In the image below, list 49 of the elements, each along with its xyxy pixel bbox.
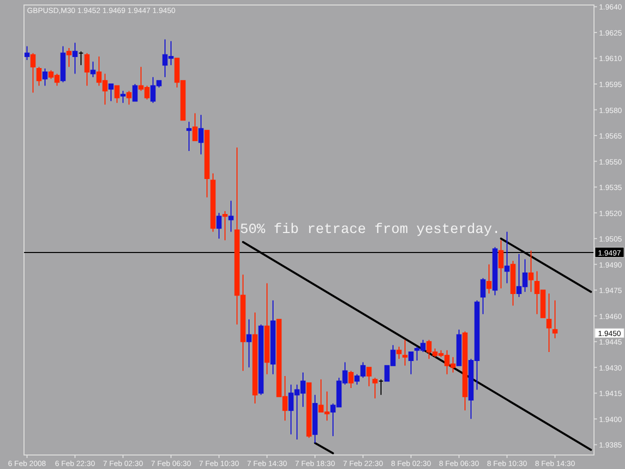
candlestick	[372, 377, 378, 399]
candlestick	[546, 293, 552, 352]
candlestick	[492, 246, 498, 296]
candlestick	[456, 329, 462, 366]
candlestick	[252, 312, 258, 404]
candlestick	[378, 378, 384, 396]
candlestick	[396, 346, 402, 360]
candlestick	[270, 300, 276, 375]
candlestick	[216, 212, 222, 240]
candlestick	[210, 172, 216, 232]
candlestick	[498, 240, 504, 289]
candlestick	[192, 112, 198, 142]
candlestick	[24, 46, 30, 60]
candlestick	[84, 52, 90, 86]
candlestick	[78, 50, 84, 66]
candlestick	[528, 250, 534, 292]
candlestick	[258, 324, 264, 396]
candlestick	[486, 264, 492, 294]
candlestick	[60, 46, 66, 83]
candlestick	[66, 47, 72, 68]
candlestick	[246, 318, 252, 368]
candlestick	[264, 282, 270, 375]
candlestick	[90, 61, 96, 78]
candlestick	[30, 52, 36, 94]
candlestick	[36, 66, 42, 86]
candlestick	[402, 339, 408, 366]
candlestick	[132, 84, 138, 102]
candlestick	[408, 351, 414, 375]
candlestick	[312, 394, 318, 444]
candlestick	[366, 366, 372, 387]
annotation: 50% fib retrace from yesterday.	[240, 222, 500, 238]
candlestick	[480, 278, 486, 315]
candlestick	[126, 90, 132, 106]
candlestick	[108, 84, 114, 102]
candlestick	[306, 382, 312, 438]
candlestick	[198, 114, 204, 155]
candlestick	[348, 370, 354, 389]
candlestick	[42, 68, 48, 86]
candlestick	[222, 210, 228, 241]
candlestick	[462, 330, 468, 411]
candlestick	[228, 200, 234, 232]
candlestick	[552, 300, 558, 339]
candlestick	[510, 260, 516, 306]
candlestick	[204, 130, 210, 198]
candlestick	[72, 42, 78, 74]
candlestick	[504, 231, 510, 284]
candlestick	[186, 121, 192, 152]
candlestick	[120, 90, 126, 104]
candlestick	[114, 85, 120, 104]
